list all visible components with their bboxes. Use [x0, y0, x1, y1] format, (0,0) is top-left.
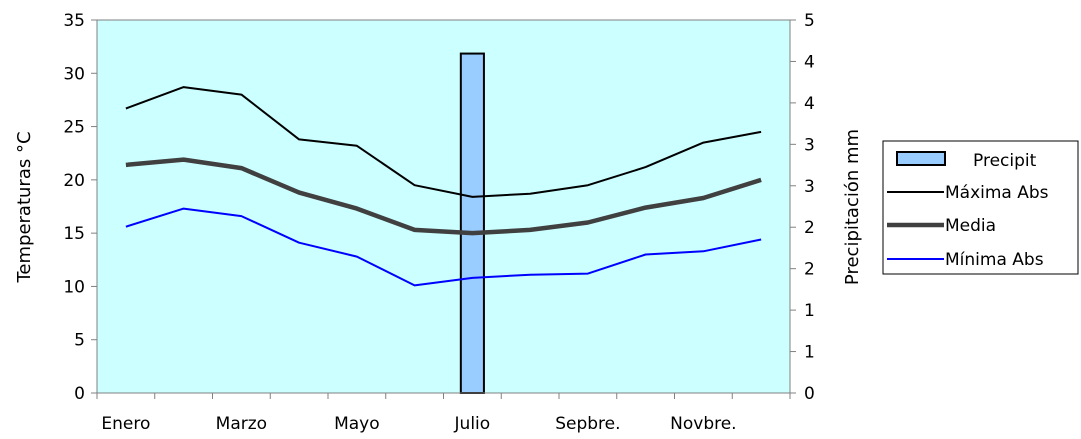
series-line-m-nima-abs: [125, 207, 762, 287]
left-tick-label: 20: [63, 171, 85, 191]
left-tick-label: 10: [63, 277, 85, 297]
plot-area: [96, 19, 791, 394]
left-tick-label: 0: [74, 384, 85, 404]
x-tick-label: Novbre.: [670, 414, 736, 434]
right-tick-label: 2: [804, 218, 815, 238]
legend-swatch-precipit: [896, 151, 946, 166]
right-tick-label: 2: [804, 260, 815, 280]
legend-label: Mínima Abs: [945, 250, 1044, 270]
left-tick-label: 35: [63, 11, 85, 31]
right-tick-label: 0: [804, 384, 815, 404]
left-tick-label: 5: [74, 331, 85, 351]
right-tick-label: 1: [804, 301, 815, 321]
x-tick-label: Enero: [101, 414, 150, 434]
bar-layer: [459, 52, 485, 394]
right-tick-label: 5: [804, 11, 815, 31]
x-tick-label: Marzo: [216, 414, 267, 434]
left-axis-title: Temperaturas °C: [14, 131, 35, 283]
legend-label: Máxima Abs: [945, 183, 1049, 203]
right-tick-label: 3: [804, 135, 815, 155]
legend-label: Media: [945, 216, 996, 236]
precipitation-bar: [459, 52, 485, 394]
x-tick-label: Julio: [454, 414, 491, 434]
legend-label: Precipit: [973, 151, 1037, 171]
right-tick-label: 1: [804, 343, 815, 363]
left-tick-label: 25: [63, 118, 85, 138]
x-tick-label: Mayo: [334, 414, 380, 434]
right-tick-label: 3: [804, 177, 815, 197]
legend: Precipit Máxima Abs Media Mínima Abs: [882, 140, 1079, 275]
right-tick-label: 4: [804, 52, 815, 72]
right-tick-label: 4: [804, 94, 815, 114]
series-line-m-xima-abs: [125, 86, 762, 198]
series-line-media: [125, 157, 762, 236]
left-tick-label: 30: [63, 64, 85, 84]
x-tick-label: Sepbre.: [555, 414, 620, 434]
left-tick-label: 15: [63, 224, 85, 244]
line-layer: [125, 86, 762, 287]
right-axis-title: Precipitación mm: [842, 129, 863, 285]
axes-layer: 0 5 10 15 20 25 30 35 0 1 1 2 2 3 3 4 4 5 Enero Marzo Mayo Ju…: [63, 11, 814, 434]
